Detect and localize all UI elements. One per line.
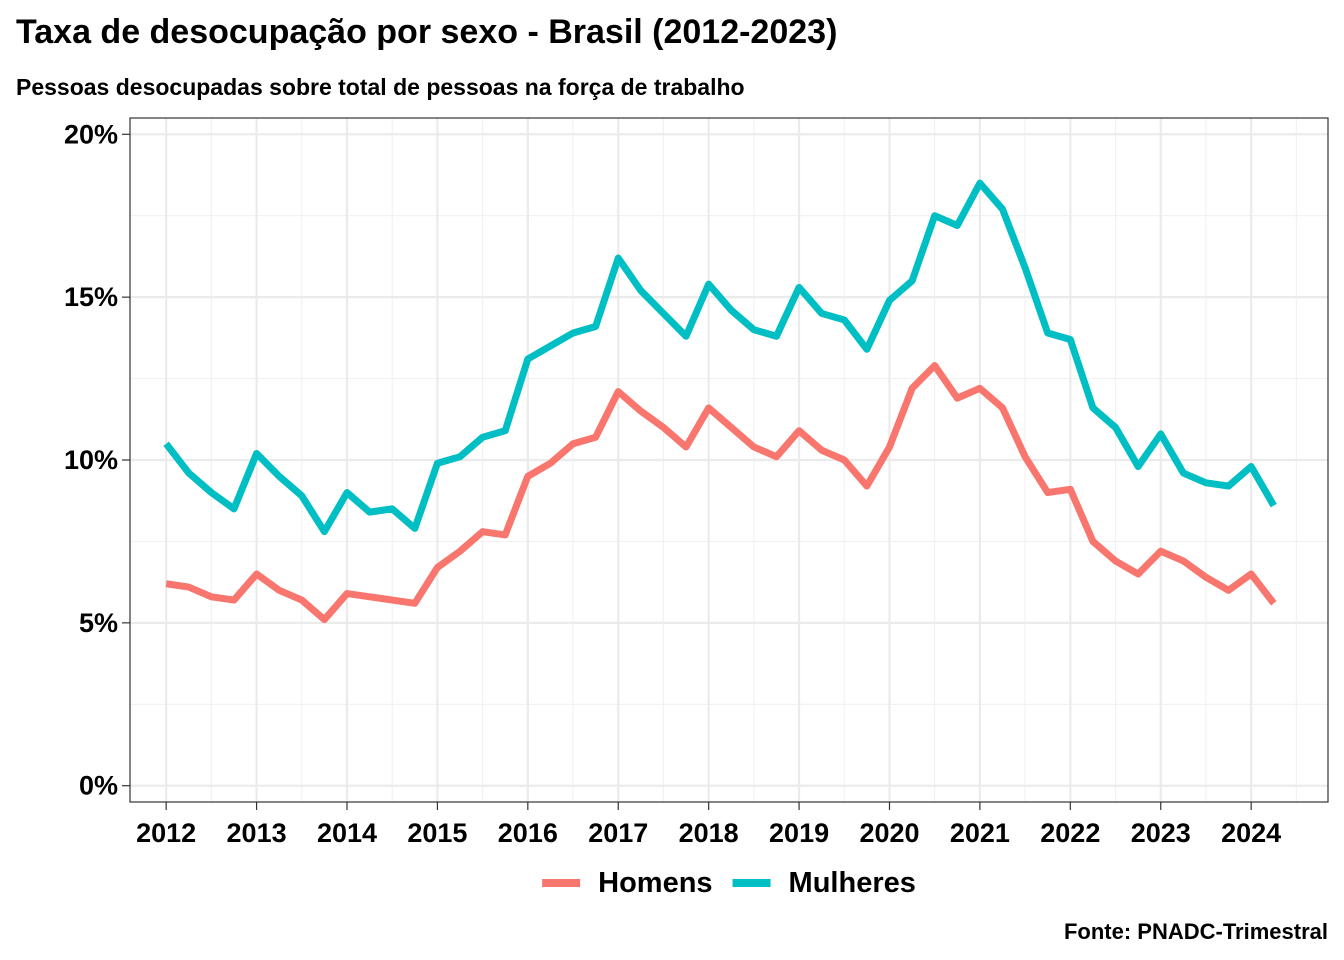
- x-tick-label: 2020: [859, 818, 919, 848]
- series-line-mulheres: [163, 179, 1277, 536]
- x-axis: 2012 2013 2014 2015 2016 2017 2018 2019 2020 2021…: [136, 802, 1281, 848]
- x-tick-label: 2017: [588, 818, 648, 848]
- y-tick-label: 5%: [79, 608, 118, 638]
- x-tick-label: 2012: [136, 818, 196, 848]
- legend-label-mulheres: Mulheres: [789, 867, 916, 899]
- x-tick-label: 2015: [407, 818, 467, 848]
- x-tick-label: 2019: [769, 818, 829, 848]
- x-tick-label: 2023: [1131, 818, 1191, 848]
- chart-title: Taxa de desocupação por sexo - Brasil (2…: [16, 13, 837, 51]
- legend-label-homens: Homens: [598, 867, 712, 899]
- x-tick-label: 2022: [1040, 818, 1100, 848]
- y-tick-label: 15%: [64, 282, 118, 312]
- x-tick-label: 2018: [679, 818, 739, 848]
- series-line-homens: [165, 362, 1277, 624]
- chart-caption: Fonte: PNADC-Trimestral: [1064, 919, 1328, 944]
- y-tick-label: 20%: [64, 119, 118, 149]
- major-gridlines: [130, 118, 1328, 802]
- x-tick-label: 2024: [1221, 818, 1281, 848]
- y-tick-label: 0%: [79, 771, 118, 801]
- series-lines: [163, 179, 1277, 624]
- x-tick-label: 2016: [498, 818, 558, 848]
- y-tick-label: 10%: [64, 445, 118, 475]
- x-tick-label: 2021: [950, 818, 1010, 848]
- y-axis: 0% 5% 10% 15% 20%: [64, 119, 130, 801]
- x-tick-label: 2013: [227, 818, 287, 848]
- chart-subtitle: Pessoas desocupadas sobre total de pesso…: [16, 74, 745, 100]
- x-tick-label: 2014: [317, 818, 377, 848]
- legend: Homens Mulheres: [542, 867, 916, 899]
